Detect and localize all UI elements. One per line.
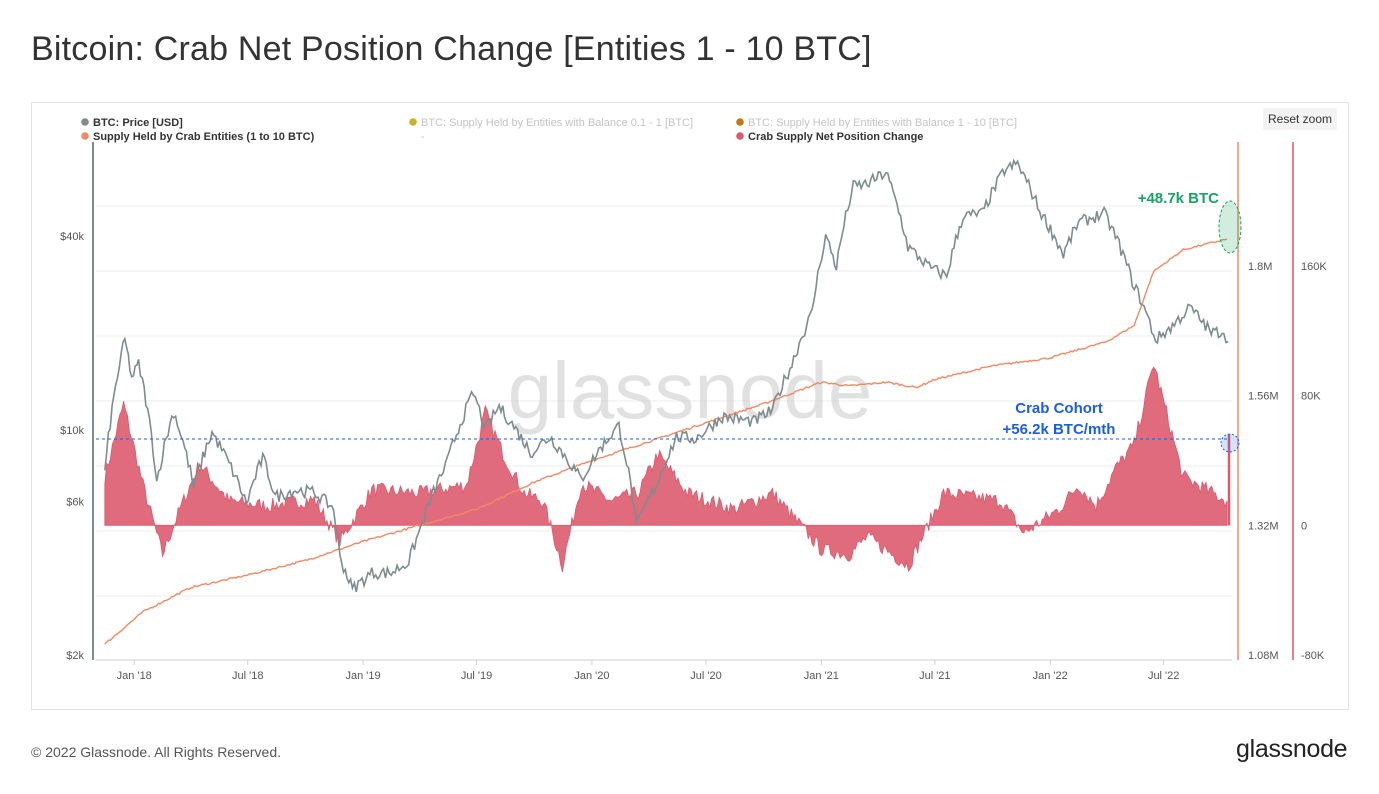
annotation-supply-change: +48.7k BTC	[1138, 190, 1219, 207]
x-tick-label: Jan '20	[574, 670, 609, 682]
legend-marker	[81, 118, 89, 126]
axis-layer: Jan '18 Jul '18 Jan '19 Jul '19 Jan '20 Jul '…	[60, 142, 1327, 682]
x-tick-label: Jan '19	[346, 670, 381, 682]
supply-tick-label: 1.8M	[1248, 261, 1272, 273]
net-change-tick-label: 0	[1301, 520, 1307, 532]
legend-item-label[interactable]: BTC: Supply Held by Entities with Balanc…	[421, 117, 693, 129]
price-tick-label: $40k	[60, 231, 84, 243]
blue-highlight-circle	[1220, 433, 1240, 453]
green-highlight-ellipse	[1218, 200, 1242, 254]
glassnode-logo: glassnode	[1236, 735, 1348, 763]
reset-zoom-button[interactable]: Reset zoom	[1263, 108, 1337, 130]
copyright-text: © 2022 Glassnode. All Rights Reserved.	[31, 744, 282, 760]
x-tick-label: Jul '21	[919, 670, 950, 682]
legend: BTC: Price [USD] Supply Held by Crab Enti…	[81, 117, 1017, 143]
annotation-layer: +48.7k BTC Crab Cohort +56.2k BTC/mth	[96, 190, 1242, 453]
crab-supply-layer	[104, 238, 1228, 645]
chart-frame	[31, 102, 1349, 710]
x-tick-label: Jul '22	[1148, 670, 1179, 682]
legend-item-label[interactable]: Crab Supply Net Position Change	[748, 131, 923, 143]
net-change-tick-label: -80K	[1301, 650, 1325, 662]
price-line	[104, 158, 1229, 593]
supply-tick-label: 1.56M	[1248, 391, 1279, 403]
watermark: glassnode	[508, 346, 873, 435]
x-tick-label: Jul '19	[461, 670, 492, 682]
price-tick-label: $6k	[66, 496, 84, 508]
legend-marker	[736, 118, 744, 126]
supply-tick-label: 1.32M	[1248, 520, 1279, 532]
x-tick-label: Jul '18	[232, 670, 263, 682]
x-tick-label: Jan '21	[804, 670, 839, 682]
crab-supply-line	[104, 238, 1228, 645]
legend-item-label[interactable]: Supply Held by Crab Entities (1 to 10 BT…	[93, 131, 315, 143]
legend-marker	[736, 132, 744, 140]
legend-item-label[interactable]: BTC: Price [USD]	[93, 117, 183, 129]
price-tick-label: $2k	[66, 650, 84, 662]
legend-marker	[81, 132, 89, 140]
supply-tick-label: 1.08M	[1248, 650, 1279, 662]
legend-marker	[409, 118, 417, 126]
x-tick-label: Jan '18	[117, 670, 152, 682]
net-change-tick-label: 160K	[1301, 261, 1327, 273]
legend-item-label[interactable]: BTC: Supply Held by Entities with Balanc…	[748, 117, 1017, 129]
annotation-monthly-change: +56.2k BTC/mth	[1003, 421, 1116, 438]
legend-item-label[interactable]: -	[421, 131, 425, 143]
x-tick-label: Jan '22	[1033, 670, 1068, 682]
price-layer	[104, 158, 1229, 593]
net-change-tick-label: 80K	[1301, 391, 1321, 403]
price-tick-label: $10k	[60, 425, 84, 437]
page-title: Bitcoin: Crab Net Position Change [Entit…	[31, 30, 872, 68]
annotation-crab-cohort: Crab Cohort	[1015, 400, 1103, 417]
x-tick-label: Jul '20	[690, 670, 721, 682]
